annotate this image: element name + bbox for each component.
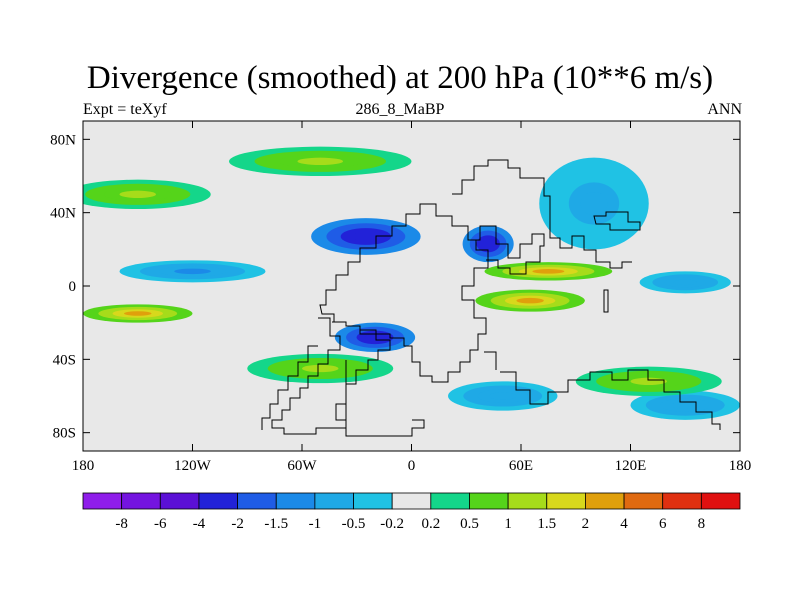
- y-tick-label: 40S: [53, 352, 76, 368]
- field-region-13: [575, 366, 722, 397]
- colorbar-swatch: [121, 492, 161, 510]
- colorbar-label: -6: [154, 516, 167, 532]
- field-region-2: [119, 260, 266, 283]
- y-tick-label: 80S: [53, 426, 76, 442]
- colorbar-swatch: [82, 492, 123, 510]
- colorbar-label: 4: [620, 516, 628, 532]
- field-region-4: [334, 322, 416, 353]
- field-region-11: [247, 353, 394, 384]
- x-tick-label: 120E: [615, 458, 647, 474]
- y-tick-label: 80N: [50, 132, 76, 148]
- colorbar-swatch: [353, 492, 393, 510]
- field-region-9: [475, 289, 585, 312]
- colorbar-label: 1.5: [537, 516, 556, 532]
- colorbar-label: 1: [504, 516, 512, 532]
- colorbar-swatch: [275, 492, 316, 510]
- colorbar-label: -8: [115, 516, 128, 532]
- colorbar-label: 0.5: [460, 516, 479, 532]
- season-label: ANN: [707, 101, 742, 118]
- field-region-0: [311, 218, 421, 255]
- colorbar-label: -1: [309, 516, 322, 532]
- coastline: [261, 159, 721, 437]
- colorbar-label: 6: [659, 516, 667, 532]
- x-tick-label: 120W: [174, 458, 212, 474]
- colorbar-label: 8: [698, 516, 706, 532]
- case-label: 286_8_MaBP: [355, 101, 445, 118]
- chart-title: Divergence (smoothed) at 200 hPa (10**6 …: [86, 60, 714, 96]
- colorbar-swatch: [469, 492, 509, 510]
- field-region-7: [639, 271, 731, 294]
- colorbar-swatch: [430, 492, 470, 510]
- field-region-10: [83, 304, 193, 323]
- colorbar-swatch: [700, 492, 741, 510]
- x-tick-label: 180: [729, 458, 752, 474]
- colorbar-swatch: [623, 492, 664, 510]
- field-region-12: [83, 179, 211, 209]
- colorbar-swatch: [546, 492, 586, 510]
- colorbar-label: -0.2: [380, 516, 404, 532]
- field-region-14: [229, 146, 412, 176]
- colorbar-label: -1.5: [264, 516, 288, 532]
- y-tick-label: 0: [69, 279, 77, 295]
- field-region-5: [448, 381, 558, 411]
- experiment-label: Expt = teXyf: [83, 101, 167, 118]
- x-tick-label: 60W: [287, 458, 317, 474]
- colorbar-swatch: [159, 492, 200, 510]
- colorbar-label: -2: [231, 516, 244, 532]
- colorbar-swatch: [198, 492, 238, 510]
- colorbar-swatch: [314, 492, 354, 510]
- colorbar-swatch: [585, 492, 625, 510]
- colorbar-label: -4: [193, 516, 206, 532]
- x-tick-label: 0: [408, 458, 416, 474]
- colorbar-label: -0.5: [342, 516, 366, 532]
- field-region-3: [539, 157, 649, 250]
- field-region-8: [484, 262, 613, 281]
- field-region-6: [630, 390, 740, 420]
- colorbar-swatch: [391, 492, 432, 510]
- colorbar-label: 2: [582, 516, 590, 532]
- x-tick-label: 180: [72, 458, 95, 474]
- colorbar-label: 0.2: [421, 516, 440, 532]
- colorbar-swatch: [237, 492, 277, 510]
- y-tick-label: 40N: [50, 206, 76, 222]
- colorbar-swatch: [662, 492, 702, 510]
- x-tick-label: 60E: [509, 458, 533, 474]
- colorbar-swatch: [507, 492, 548, 510]
